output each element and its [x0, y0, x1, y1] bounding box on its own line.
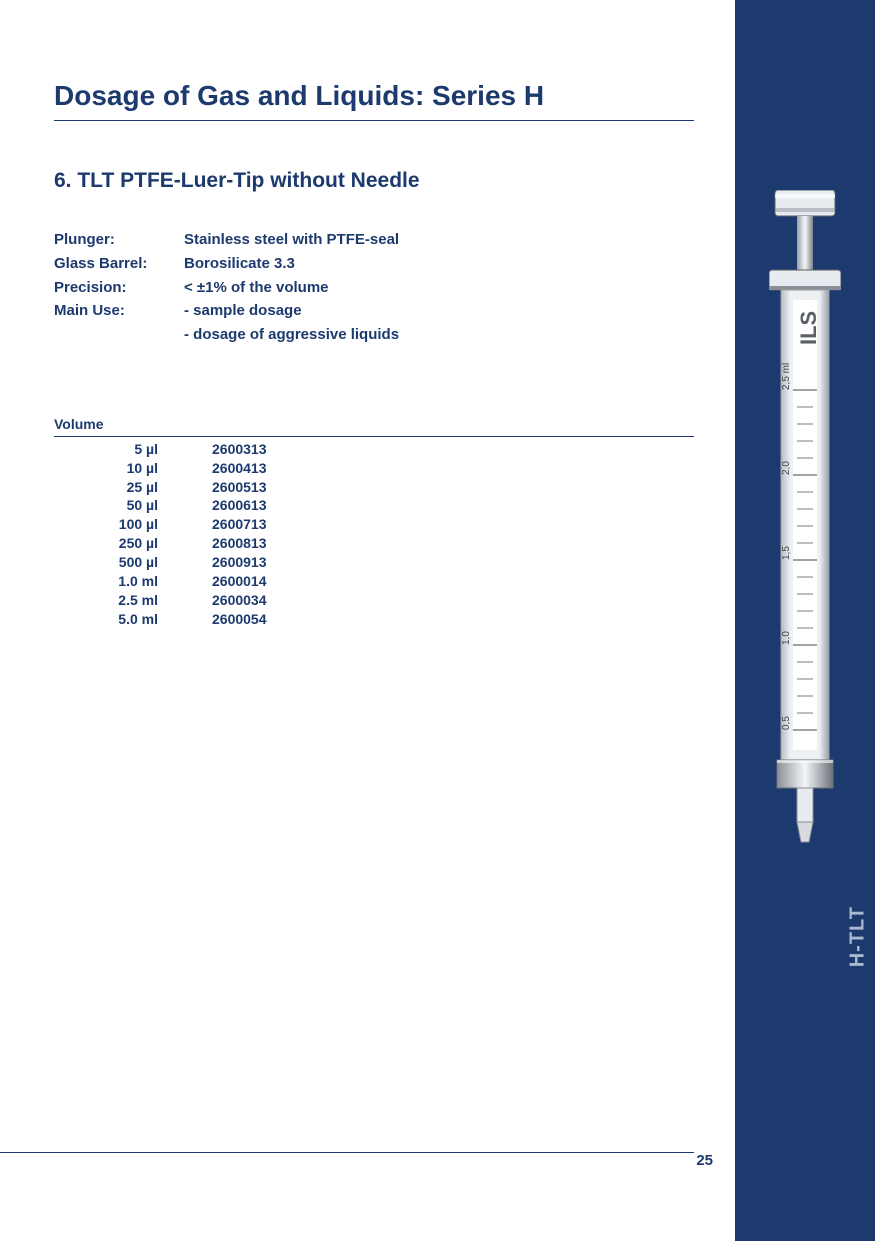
cell-volume: 2.5 ml	[54, 591, 164, 610]
syringe-illustration: 0,5 1,0 1,5 2,0 2,5 ml ILS	[769, 190, 841, 890]
spec-label: Glass Barrel:	[54, 253, 184, 275]
cell-code: 2600014	[164, 572, 304, 591]
page: H-TLT	[0, 0, 875, 1241]
table-row: 250 µl2600813	[54, 534, 694, 553]
cell-volume: 500 µl	[54, 553, 164, 572]
cell-code: 2600713	[164, 515, 304, 534]
cell-volume: 250 µl	[54, 534, 164, 553]
page-number: 25	[696, 1152, 713, 1169]
table-row: 5 µl2600313	[54, 440, 694, 459]
cell-volume: 5.0 ml	[54, 610, 164, 629]
content-area: Dosage of Gas and Liquids: Series H 6. T…	[54, 80, 694, 629]
volume-table: Volume 5 µl2600313 10 µl2600413 25 µl260…	[54, 416, 694, 629]
syringe-brand: ILS	[796, 311, 821, 345]
section-heading: 6. TLT PTFE-Luer-Tip without Needle	[54, 169, 694, 193]
spec-value: - sample dosage	[184, 300, 694, 322]
cell-code: 2600613	[164, 496, 304, 515]
table-row: 10 µl2600413	[54, 459, 694, 478]
cell-code: 2600413	[164, 459, 304, 478]
table-header: Volume	[54, 416, 694, 437]
scale-label: 2,5 ml	[781, 363, 792, 390]
spec-row: Plunger: Stainless steel with PTFE-seal	[54, 229, 694, 251]
page-title: Dosage of Gas and Liquids: Series H	[54, 80, 694, 121]
cell-volume: 10 µl	[54, 459, 164, 478]
table-body: 5 µl2600313 10 µl2600413 25 µl2600513 50…	[54, 440, 694, 629]
table-row: 50 µl2600613	[54, 496, 694, 515]
spec-label: Plunger:	[54, 229, 184, 251]
cell-code: 2600054	[164, 610, 304, 629]
spec-label: Precision:	[54, 277, 184, 299]
cell-volume: 25 µl	[54, 478, 164, 497]
sidebar-tab-label: H-TLT	[846, 906, 869, 967]
table-row: 1.0 ml2600014	[54, 572, 694, 591]
spec-row: Main Use: - sample dosage	[54, 300, 694, 322]
scale-label: 1,5	[781, 546, 792, 560]
cell-code: 2600313	[164, 440, 304, 459]
spec-value: - dosage of aggressive liquids	[184, 324, 694, 346]
cell-volume: 50 µl	[54, 496, 164, 515]
cell-volume: 100 µl	[54, 515, 164, 534]
cell-code: 2600813	[164, 534, 304, 553]
spec-row: Precision: < ±1% of the volume	[54, 277, 694, 299]
table-row: 500 µl2600913	[54, 553, 694, 572]
table-row: 100 µl2600713	[54, 515, 694, 534]
spec-value: Stainless steel with PTFE-seal	[184, 229, 694, 251]
spec-row: - dosage of aggressive liquids	[54, 324, 694, 346]
table-row: 25 µl2600513	[54, 478, 694, 497]
scale-label: 1,0	[781, 631, 792, 645]
spec-row: Glass Barrel: Borosilicate 3.3	[54, 253, 694, 275]
scale-label: 2,0	[781, 461, 792, 475]
cell-code: 2600913	[164, 553, 304, 572]
spec-value: < ±1% of the volume	[184, 277, 694, 299]
specs-list: Plunger: Stainless steel with PTFE-seal …	[54, 229, 694, 346]
cell-volume: 5 µl	[54, 440, 164, 459]
spec-value: Borosilicate 3.3	[184, 253, 694, 275]
table-row: 2.5 ml2600034	[54, 591, 694, 610]
footer-rule	[0, 1152, 694, 1153]
cell-code: 2600034	[164, 591, 304, 610]
spec-label	[54, 324, 184, 346]
cell-code: 2600513	[164, 478, 304, 497]
spec-label: Main Use:	[54, 300, 184, 322]
cell-volume: 1.0 ml	[54, 572, 164, 591]
scale-label: 0,5	[781, 716, 792, 730]
table-row: 5.0 ml2600054	[54, 610, 694, 629]
